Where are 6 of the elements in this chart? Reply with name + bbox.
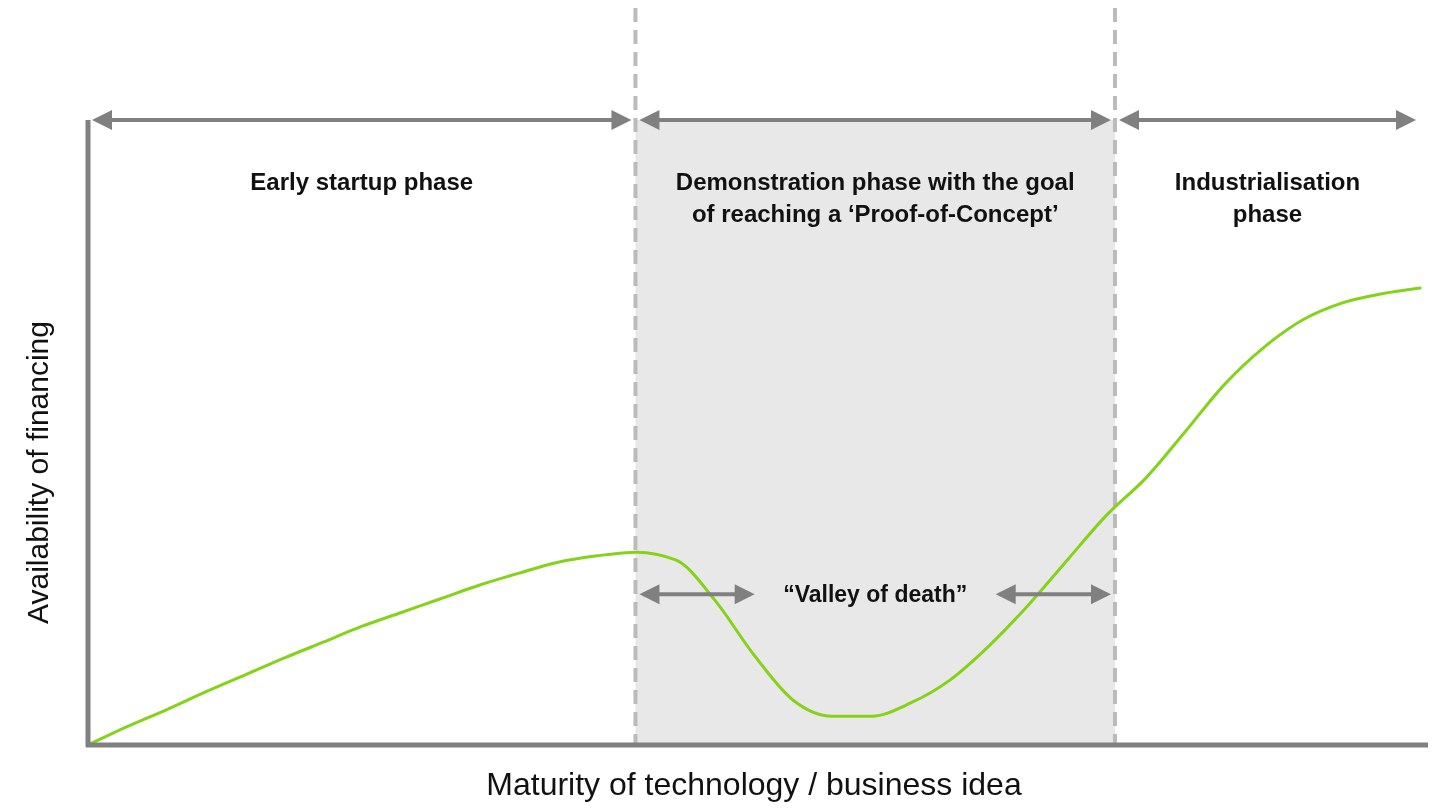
text: Early startup phase xyxy=(250,168,474,195)
text: Industrialisation phase xyxy=(1174,168,1361,227)
text: Demonstration phase with the goal of reaching a ‘Proof-of-Concept’ xyxy=(675,168,1075,227)
y-axis-title: Availability of financing xyxy=(21,321,54,624)
x-axis-title: Maturity of technology / business idea xyxy=(486,766,1022,802)
annotation: “Valley of death” xyxy=(783,581,968,608)
